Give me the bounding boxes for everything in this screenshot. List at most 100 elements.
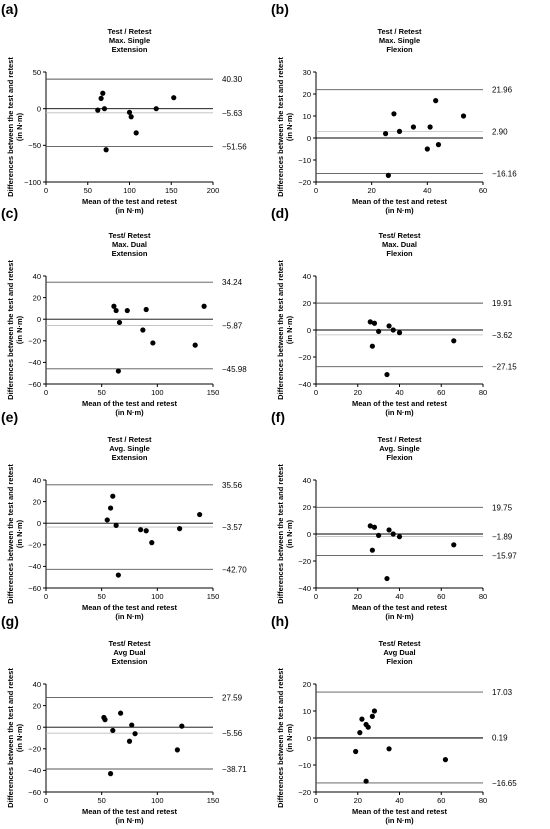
y-tick-label: 0: [307, 326, 311, 335]
x-axis-label: (in N·m): [385, 612, 414, 621]
data-point: [150, 340, 156, 346]
data-point: [143, 306, 149, 313]
chart-title-line: Extension: [112, 453, 148, 462]
y-axis-label-line: Differences between the test and retest: [276, 57, 285, 197]
x-tick-label: 100: [151, 796, 164, 805]
y-axis-label-line: (in N·m): [15, 315, 24, 344]
data-point: [376, 328, 382, 334]
y-tick-label: 0: [37, 315, 41, 324]
chart-title-line: Test/ Retest: [109, 639, 151, 648]
limit-label: −27.15: [492, 363, 517, 372]
data-point: [98, 95, 104, 101]
limit-label: −16.16: [492, 170, 517, 179]
y-tick-label: −40: [28, 562, 41, 571]
data-point: [116, 319, 123, 326]
data-point: [133, 130, 139, 136]
y-axis-label: Differences between the test and retest(…: [276, 57, 294, 197]
panel-label: (c): [1, 205, 18, 221]
x-tick-label: 0: [44, 796, 48, 805]
y-tick-label: 30: [303, 68, 311, 77]
limit-label: 19.75: [492, 503, 513, 512]
x-tick-label: 0: [44, 186, 48, 195]
x-tick-label: 50: [97, 796, 105, 805]
x-tick-label: 60: [437, 796, 445, 805]
y-tick-label: 20: [303, 299, 311, 308]
limit-label: 35.56: [222, 481, 243, 490]
data-point: [371, 524, 378, 530]
chart-title-line: Test/ Retest: [379, 639, 421, 648]
data-point: [192, 342, 198, 348]
chart-title-line: Test / Retest: [377, 27, 422, 36]
data-point: [103, 147, 109, 153]
y-axis-label: Differences between the test and retest(…: [276, 668, 294, 808]
y-tick-label: 20: [33, 497, 41, 506]
x-axis-label: (in N·m): [115, 612, 144, 621]
limit-label: −16.65: [492, 779, 517, 788]
y-tick-label: −20: [28, 745, 41, 754]
x-axis-label: (in N·m): [385, 816, 414, 825]
x-tick-label: 0: [314, 388, 318, 397]
y-axis-label-line: (in N·m): [15, 519, 24, 548]
data-point: [442, 757, 449, 763]
chart-title-line: Avg. Single: [109, 444, 150, 453]
y-tick-label: −50: [28, 141, 41, 150]
y-tick-label: −60: [28, 380, 41, 389]
data-point: [384, 371, 390, 378]
y-tick-label: 40: [33, 476, 41, 485]
data-point: [153, 106, 159, 112]
y-tick-label: 0: [307, 530, 311, 539]
data-point: [115, 368, 121, 374]
mean-bias-label: −5.87: [222, 322, 243, 331]
x-tick-label: 50: [97, 388, 105, 397]
y-tick-label: 20: [33, 701, 41, 710]
data-point: [115, 572, 121, 578]
limit-label: 40.30: [222, 75, 243, 84]
limit-label: −45.98: [222, 365, 247, 374]
y-axis-label-line: (in N·m): [285, 723, 294, 752]
chart-title-line: Extension: [112, 249, 148, 258]
y-tick-label: −20: [298, 788, 311, 797]
y-axis-label: Differences between the test and retest(…: [6, 260, 24, 400]
x-axis-label: (in N·m): [385, 206, 414, 215]
data-point: [451, 338, 457, 344]
y-axis-label-line: Differences between the test and retest: [276, 260, 285, 400]
x-axis-label: Mean of the test and retest: [82, 399, 178, 408]
y-axis-label-line: (in N·m): [15, 112, 24, 141]
x-axis-label: Mean of the test and retest: [352, 197, 448, 206]
chart-title-line: Avg Dual: [113, 648, 145, 657]
chart-title-line: Max. Single: [109, 36, 150, 45]
x-tick-label: 60: [437, 388, 445, 397]
y-tick-label: 50: [33, 68, 41, 77]
data-point: [369, 547, 375, 553]
y-tick-label: −40: [28, 766, 41, 775]
x-tick-label: 80: [479, 388, 487, 397]
x-axis-label: Mean of the test and retest: [352, 603, 448, 612]
x-tick-label: 60: [479, 186, 487, 195]
limit-label: 19.91: [492, 299, 513, 308]
data-point: [124, 307, 130, 314]
data-point: [365, 724, 371, 730]
data-point: [384, 575, 390, 582]
mean-bias-label: −5.56: [222, 729, 243, 738]
mean-bias-label: 2.90: [492, 128, 508, 137]
x-tick-label: 0: [44, 592, 48, 601]
x-tick-label: 0: [314, 186, 318, 195]
chart-title-line: Avg Dual: [383, 648, 415, 657]
y-tick-label: −60: [28, 584, 41, 593]
y-axis-label-line: (in N·m): [15, 723, 24, 752]
data-point: [386, 323, 392, 329]
data-point: [353, 748, 359, 755]
x-axis-label: Mean of the test and retest: [82, 603, 178, 612]
data-point: [179, 723, 185, 729]
data-point: [427, 124, 433, 130]
x-tick-label: 60: [437, 592, 445, 601]
data-point: [140, 327, 146, 333]
y-tick-label: 20: [303, 90, 311, 99]
data-point: [369, 713, 375, 720]
y-axis-label-line: (in N·m): [285, 112, 294, 141]
